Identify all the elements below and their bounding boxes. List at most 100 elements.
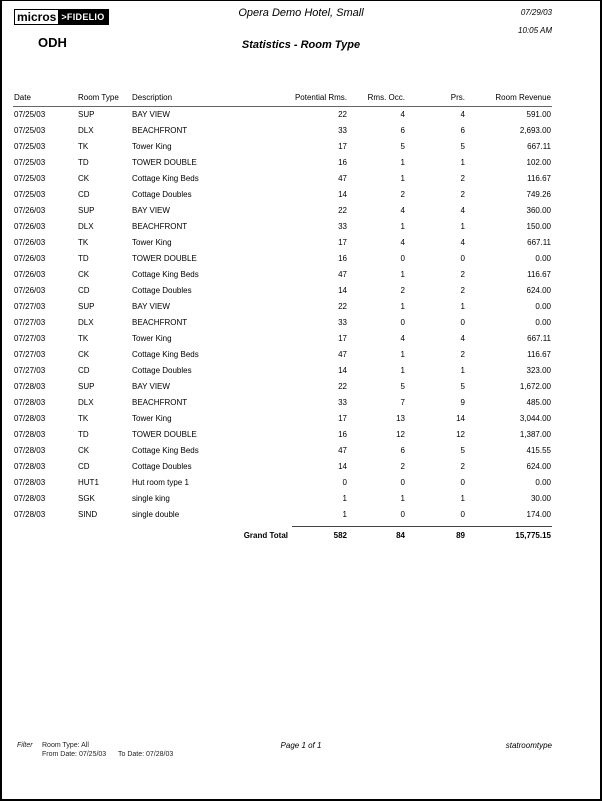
cell-room-type: CD (78, 366, 90, 375)
grand-total-row: Grand Total 582 84 89 15,775.15 (0, 531, 602, 543)
cell-revenue: 624.00 (526, 286, 551, 295)
table-row: 07/27/03 CD Cottage Doubles 14 1 1 323.00 (0, 366, 602, 378)
cell-revenue: 2,693.00 (519, 126, 551, 135)
cell-description: Tower King (132, 334, 172, 343)
cell-occupied: 1 (400, 222, 405, 231)
cell-persons: 2 (460, 174, 465, 183)
cell-description: TOWER DOUBLE (132, 254, 197, 263)
hotel-name: Opera Demo Hotel, Small (238, 7, 364, 19)
cell-date: 07/27/03 (14, 350, 46, 359)
cell-persons: 6 (460, 126, 465, 135)
cell-occupied: 6 (400, 126, 405, 135)
cell-room-type: CK (78, 350, 90, 359)
cell-date: 07/26/03 (14, 206, 46, 215)
table-row: 07/28/03 DLX BEACHFRONT 33 7 9 485.00 (0, 398, 602, 410)
cell-room-type: CD (78, 286, 90, 295)
cell-occupied: 1 (400, 366, 405, 375)
cell-revenue: 0.00 (535, 302, 551, 311)
cell-potential: 17 (338, 238, 347, 247)
cell-description: BEACHFRONT (132, 398, 188, 407)
cell-potential: 22 (338, 302, 347, 311)
cell-persons: 0 (460, 510, 465, 519)
cell-persons: 2 (460, 462, 465, 471)
table-row: 07/25/03 CK Cottage King Beds 47 1 2 116.67 (0, 174, 602, 186)
cell-persons: 0 (460, 318, 465, 327)
cell-occupied: 1 (400, 350, 405, 359)
cell-persons: 9 (460, 398, 465, 407)
cell-occupied: 4 (400, 110, 405, 119)
cell-potential: 1 (342, 494, 347, 503)
cell-description: Tower King (132, 142, 172, 151)
cell-date: 07/28/03 (14, 398, 46, 407)
table-row: 07/28/03 SGK single king 1 1 1 30.00 (0, 494, 602, 506)
col-room-type: Room Type (78, 93, 119, 102)
cell-date: 07/28/03 (14, 430, 46, 439)
cell-date: 07/26/03 (14, 222, 46, 231)
cell-room-type: SIND (78, 510, 98, 519)
cell-persons: 4 (460, 334, 465, 343)
cell-description: Cottage Doubles (132, 190, 192, 199)
total-divider (292, 526, 552, 527)
cell-date: 07/25/03 (14, 158, 46, 167)
page-number: Page 1 of 1 (280, 741, 322, 750)
cell-potential: 47 (338, 350, 347, 359)
cell-potential: 16 (338, 254, 347, 263)
table-row: 07/27/03 SUP BAY VIEW 22 1 1 0.00 (0, 302, 602, 314)
cell-revenue: 749.26 (526, 190, 551, 199)
table-row: 07/26/03 SUP BAY VIEW 22 4 4 360.00 (0, 206, 602, 218)
cell-revenue: 0.00 (535, 318, 551, 327)
cell-revenue: 624.00 (526, 462, 551, 471)
report-name: statroomtype (505, 741, 552, 750)
cell-occupied: 0 (400, 318, 405, 327)
cell-date: 07/27/03 (14, 366, 46, 375)
cell-potential: 22 (338, 382, 347, 391)
cell-occupied: 1 (400, 270, 405, 279)
cell-occupied: 13 (396, 414, 405, 423)
cell-date: 07/27/03 (14, 318, 46, 327)
cell-room-type: DLX (78, 126, 94, 135)
cell-room-type: CK (78, 446, 90, 455)
cell-date: 07/28/03 (14, 446, 46, 455)
cell-room-type: CK (78, 270, 90, 279)
cell-date: 07/26/03 (14, 270, 46, 279)
header-divider (13, 106, 552, 107)
cell-potential: 47 (338, 270, 347, 279)
table-row: 07/28/03 SUP BAY VIEW 22 5 5 1,672.00 (0, 382, 602, 394)
cell-room-type: SGK (78, 494, 95, 503)
cell-room-type: DLX (78, 222, 94, 231)
cell-description: TOWER DOUBLE (132, 430, 197, 439)
property-code: ODH (38, 35, 67, 50)
cell-persons: 1 (460, 158, 465, 167)
col-potential: Potential Rms. (294, 93, 347, 102)
cell-potential: 14 (338, 366, 347, 375)
cell-occupied: 4 (400, 334, 405, 343)
cell-persons: 1 (460, 302, 465, 311)
cell-revenue: 360.00 (526, 206, 551, 215)
cell-revenue: 150.00 (526, 222, 551, 231)
cell-persons: 0 (460, 478, 465, 487)
cell-description: BAY VIEW (132, 110, 170, 119)
cell-room-type: SUP (78, 382, 95, 391)
cell-description: TOWER DOUBLE (132, 158, 197, 167)
cell-persons: 5 (460, 382, 465, 391)
cell-date: 07/28/03 (14, 478, 46, 487)
cell-persons: 5 (460, 446, 465, 455)
table-row: 07/27/03 CK Cottage King Beds 47 1 2 116.67 (0, 350, 602, 362)
cell-occupied: 6 (400, 446, 405, 455)
cell-description: Cottage King Beds (132, 446, 199, 455)
cell-persons: 1 (460, 366, 465, 375)
cell-potential: 33 (338, 222, 347, 231)
cell-occupied: 1 (400, 158, 405, 167)
cell-potential: 17 (338, 334, 347, 343)
cell-room-type: TD (78, 430, 89, 439)
cell-revenue: 1,672.00 (519, 382, 551, 391)
filter-from-date: From Date: 07/25/03 (42, 751, 107, 758)
table-row: 07/26/03 CD Cottage Doubles 14 2 2 624.00 (0, 286, 602, 298)
table-row: 07/28/03 SIND single double 1 0 0 174.00 (0, 510, 602, 522)
cell-persons: 12 (456, 430, 465, 439)
cell-room-type: SUP (78, 302, 95, 311)
cell-potential: 1 (342, 510, 347, 519)
cell-revenue: 3,044.00 (519, 414, 551, 423)
cell-description: single king (132, 494, 170, 503)
cell-revenue: 323.00 (526, 366, 551, 375)
